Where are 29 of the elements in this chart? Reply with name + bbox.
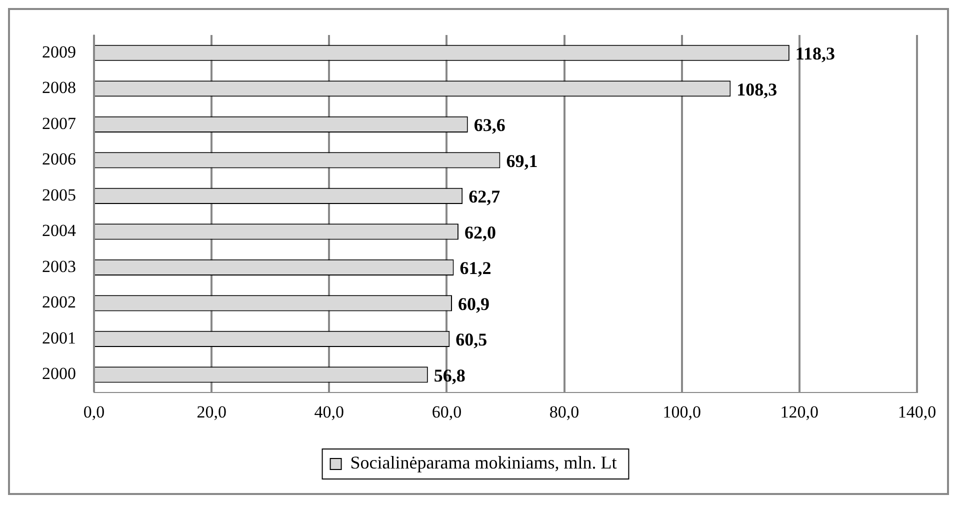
x-tick-label: 120,0	[780, 402, 819, 422]
data-label: 60,9	[458, 294, 490, 314]
data-label: 62,7	[468, 186, 500, 207]
y-tick-label: 2001	[42, 328, 76, 348]
data-label: 118,3	[795, 44, 835, 64]
y-tick-label: 2007	[42, 114, 76, 133]
y-tick-label: 2009	[42, 42, 76, 62]
x-tick-label: 20,0	[196, 402, 226, 422]
y-tick-label: 2000	[42, 364, 76, 384]
data-label: 60,5	[456, 330, 488, 350]
y-tick-label: 2006	[42, 150, 76, 169]
data-label: 61,2	[460, 258, 492, 278]
y-tick-label: 2005	[42, 185, 76, 204]
y-tick-label: 2008	[42, 78, 76, 98]
x-tick-label: 60,0	[432, 402, 462, 422]
legend-label: Socialinėparama mokiniams, mln. Lt	[350, 452, 617, 473]
data-label: 63,6	[474, 115, 506, 136]
x-tick-label: 80,0	[549, 402, 580, 422]
y-tick-label: 2004	[42, 221, 76, 240]
data-label: 108,3	[736, 79, 778, 100]
data-label: 56,8	[434, 365, 466, 386]
x-tick-label: 100,0	[662, 402, 701, 422]
x-tick-label: 140,0	[898, 402, 936, 422]
y-tick-label: 2003	[42, 256, 76, 276]
x-tick-label: 40,0	[314, 402, 344, 422]
data-label: 62,0	[464, 222, 496, 242]
y-tick-label: 2002	[42, 292, 76, 312]
x-tick-label: 0,0	[83, 402, 105, 422]
data-label: 69,1	[506, 150, 538, 171]
